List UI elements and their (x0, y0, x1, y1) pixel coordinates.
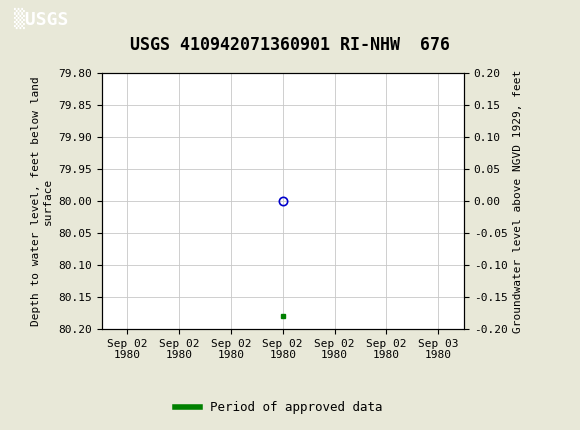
Y-axis label: Depth to water level, feet below land
surface: Depth to water level, feet below land su… (31, 76, 52, 326)
Text: ▒USGS: ▒USGS (14, 8, 69, 29)
Text: USGS 410942071360901 RI-NHW  676: USGS 410942071360901 RI-NHW 676 (130, 36, 450, 54)
Legend: Period of approved data: Period of approved data (169, 396, 387, 419)
Y-axis label: Groundwater level above NGVD 1929, feet: Groundwater level above NGVD 1929, feet (513, 69, 523, 333)
